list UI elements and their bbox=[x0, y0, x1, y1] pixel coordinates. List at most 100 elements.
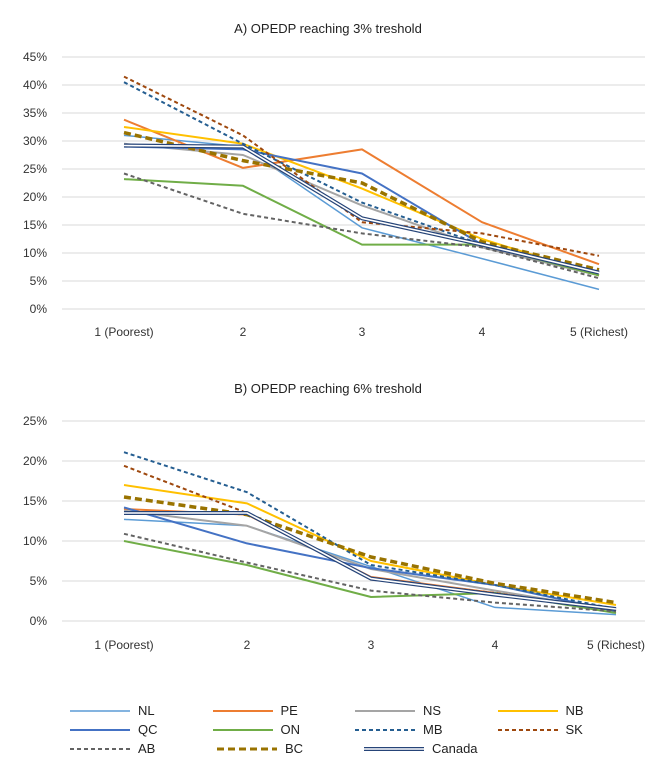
y-tick-label: 35% bbox=[23, 106, 47, 120]
series-line-ab bbox=[123, 532, 617, 613]
legend-label: Canada bbox=[432, 741, 478, 756]
legend-item-qc: QC bbox=[70, 722, 213, 737]
series-line-nl bbox=[123, 518, 617, 616]
series-line-bc bbox=[123, 130, 600, 272]
series-path bbox=[123, 464, 617, 612]
series-path bbox=[123, 126, 600, 277]
series-path bbox=[123, 518, 617, 616]
x-tick-label: 1 (Poorest) bbox=[94, 325, 153, 339]
legend-item-ab: AB bbox=[70, 741, 217, 756]
legend-item-on: ON bbox=[212, 722, 356, 737]
x-tick-label: 4 bbox=[492, 638, 499, 652]
series-line-qc bbox=[123, 506, 617, 613]
series-path bbox=[123, 508, 617, 610]
series-line-inner bbox=[124, 512, 617, 610]
legend-swatch bbox=[212, 728, 273, 731]
legend-row: AB BC Canada bbox=[70, 739, 640, 758]
legend-swatch bbox=[217, 747, 277, 750]
legend-label: SK bbox=[565, 722, 583, 737]
series-line-mb bbox=[123, 451, 617, 610]
x-tick-label: 2 bbox=[244, 638, 251, 652]
x-tick-label: 1 (Poorest) bbox=[94, 638, 153, 652]
series-line-ab bbox=[123, 172, 600, 280]
y-tick-label: 15% bbox=[23, 494, 47, 508]
y-tick-label: 45% bbox=[23, 50, 47, 64]
legend-label: ON bbox=[280, 722, 301, 737]
series-line-nl bbox=[123, 134, 600, 291]
legend-label: AB bbox=[138, 741, 156, 756]
legend-item-pe: PE bbox=[212, 703, 356, 718]
y-tick-label: 25% bbox=[23, 414, 47, 428]
legend-row: QC ON MB SK bbox=[70, 720, 640, 739]
chart-panel-b: B) OPEDP reaching 6% treshold 0% 5% 10% 15% 2… bbox=[23, 381, 645, 652]
legend-label: NL bbox=[138, 703, 155, 718]
y-tick-label: 20% bbox=[23, 454, 47, 468]
legend: NL PE NS NB QC ON MB SK AB BC Canada bbox=[70, 701, 640, 758]
y-tick-label: 0% bbox=[30, 614, 48, 628]
series-line-canada bbox=[124, 511, 617, 611]
x-tick-label: 5 (Richest) bbox=[587, 638, 645, 652]
y-tick-label: 20% bbox=[23, 190, 47, 204]
y-tick-label: 0% bbox=[30, 302, 48, 316]
legend-label: BC bbox=[285, 741, 304, 756]
x-tick-label: 3 bbox=[368, 638, 375, 652]
legend-item-canada: Canada bbox=[364, 741, 511, 756]
chart-title: B) OPEDP reaching 6% treshold bbox=[234, 381, 422, 396]
legend-swatch bbox=[70, 747, 130, 750]
y-tick-label: 25% bbox=[23, 162, 47, 176]
series-line-mb bbox=[123, 81, 600, 274]
x-tick-label: 3 bbox=[359, 325, 366, 339]
x-tick-label: 2 bbox=[240, 325, 247, 339]
legend-swatch bbox=[364, 746, 424, 751]
y-tick-label: 15% bbox=[23, 218, 47, 232]
series-path bbox=[123, 451, 617, 610]
series-line-nb bbox=[123, 126, 600, 277]
legend-item-nl: NL bbox=[70, 703, 213, 718]
chart-panel-a: A) OPEDP reaching 3% treshold 0% 5% 10% 15% 2… bbox=[23, 21, 645, 339]
legend-swatch bbox=[355, 728, 415, 731]
legend-item-sk: SK bbox=[497, 722, 641, 737]
legend-item-ns: NS bbox=[355, 703, 498, 718]
series-line-pe bbox=[123, 508, 617, 610]
y-tick-label: 5% bbox=[30, 574, 48, 588]
series-line-sk bbox=[123, 75, 600, 257]
legend-label: PE bbox=[280, 703, 298, 718]
chart-title: A) OPEDP reaching 3% treshold bbox=[234, 21, 422, 36]
y-tick-label: 10% bbox=[23, 246, 47, 260]
series-path bbox=[123, 75, 600, 257]
series-path bbox=[123, 506, 617, 613]
series-line-canada bbox=[123, 143, 600, 275]
legend-item-bc: BC bbox=[217, 741, 364, 756]
legend-swatch bbox=[497, 709, 558, 712]
y-tick-label: 10% bbox=[23, 534, 47, 548]
legend-label: NS bbox=[423, 703, 442, 718]
legend-swatch bbox=[212, 709, 273, 712]
series-path bbox=[123, 130, 600, 272]
series-path bbox=[123, 81, 600, 274]
series-line-sk bbox=[123, 464, 617, 612]
legend-label: MB bbox=[423, 722, 443, 737]
legend-swatch bbox=[70, 709, 130, 712]
legend-swatch bbox=[497, 728, 558, 731]
y-tick-label: 5% bbox=[30, 274, 48, 288]
series-line-inner bbox=[123, 144, 600, 274]
y-tick-label: 30% bbox=[23, 134, 47, 148]
legend-label: QC bbox=[138, 722, 158, 737]
series-path bbox=[123, 495, 617, 605]
series-path bbox=[123, 134, 600, 291]
legend-swatch bbox=[70, 728, 130, 731]
series-line-bc bbox=[123, 495, 617, 605]
x-tick-label: 4 bbox=[479, 325, 486, 339]
legend-item-nb: NB bbox=[497, 703, 641, 718]
legend-swatch bbox=[355, 709, 415, 712]
series-line-nb bbox=[123, 484, 617, 606]
legend-label: NB bbox=[565, 703, 584, 718]
series-path bbox=[123, 532, 617, 613]
x-tick-label: 5 (Richest) bbox=[570, 325, 628, 339]
legend-row: NL PE NS NB bbox=[70, 701, 640, 720]
chart-figure: A) OPEDP reaching 3% treshold 0% 5% 10% 15% 2… bbox=[23, 21, 645, 652]
series-path bbox=[123, 484, 617, 606]
legend-item-mb: MB bbox=[355, 722, 498, 737]
series-line-outer bbox=[123, 143, 600, 275]
series-path bbox=[123, 172, 600, 280]
